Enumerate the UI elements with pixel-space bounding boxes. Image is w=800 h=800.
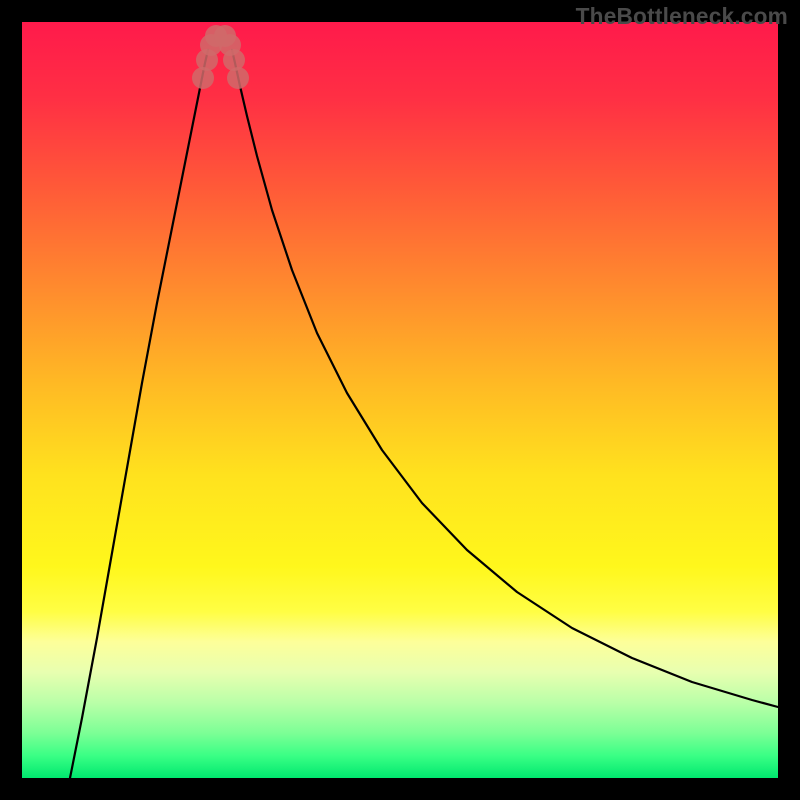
border-left [0,0,22,800]
plot-background [22,22,778,778]
watermark-text: TheBottleneck.com [576,3,788,30]
bottleneck-chart-svg [0,0,800,800]
border-bottom [0,778,800,800]
trough-marker [227,67,249,89]
border-right [778,0,800,800]
chart-container: TheBottleneck.com [0,0,800,800]
